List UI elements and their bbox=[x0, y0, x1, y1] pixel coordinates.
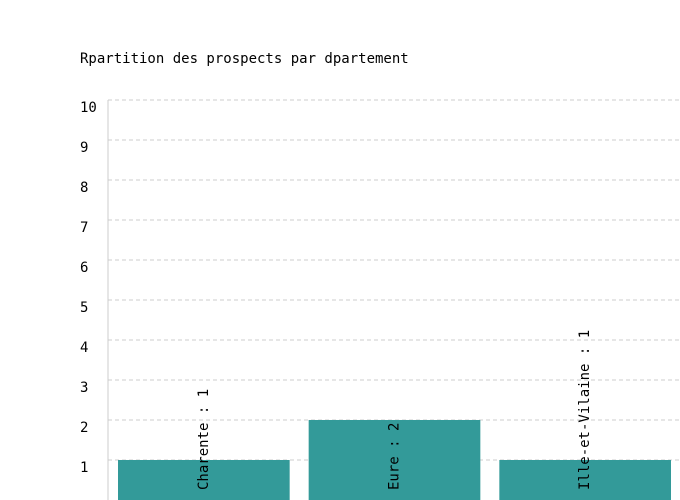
chart-title: Rpartition des prospects par dpartement bbox=[80, 51, 409, 67]
y-tick-label: 4 bbox=[80, 340, 88, 356]
grid-lines bbox=[108, 99, 680, 461]
bar-charente bbox=[118, 460, 290, 500]
bar-ille-et-vilaine bbox=[499, 460, 671, 500]
data-label: Ille-et-Vilaine : 1 bbox=[577, 330, 593, 490]
y-tick-label: 9 bbox=[80, 140, 88, 156]
y-tick-label: 6 bbox=[80, 260, 88, 276]
y-tick-label: 3 bbox=[80, 380, 88, 396]
y-tick-label: 10 bbox=[80, 100, 97, 116]
y-tick-label: 5 bbox=[80, 300, 88, 316]
bars bbox=[118, 420, 671, 500]
y-tick-label: 7 bbox=[80, 220, 88, 236]
y-axis-ticks: 1 2 3 4 5 6 7 8 9 10 bbox=[80, 100, 97, 476]
bar-eure bbox=[308, 420, 481, 500]
y-tick-label: 1 bbox=[80, 460, 88, 476]
data-label: Charente : 1 bbox=[196, 389, 212, 490]
y-tick-label: 8 bbox=[80, 180, 88, 196]
data-labels: Charente : 1 Eure : 2 Ille-et-Vilaine : 1 bbox=[196, 330, 593, 490]
y-tick-label: 2 bbox=[80, 420, 88, 436]
data-label: Eure : 2 bbox=[387, 423, 403, 490]
